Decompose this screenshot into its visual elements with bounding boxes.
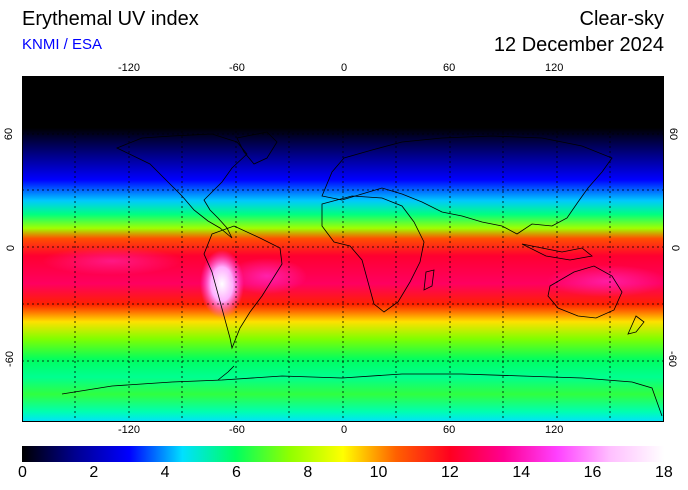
- date-label: 12 December 2024: [493, 34, 664, 56]
- south-america-coast: [203, 225, 283, 350]
- tropical-uv-hotspot-america: [227, 258, 307, 294]
- tropical-uv-hotspot-pacific: [42, 247, 182, 275]
- lon-tick-top-minus120: -120: [118, 62, 141, 74]
- lon-tick-bottom-0: 0: [341, 424, 348, 436]
- north-america-coast: [116, 133, 248, 239]
- colorbar-tick-label: 6: [232, 464, 241, 481]
- uv-index-map: [22, 76, 664, 422]
- lon-tick-bottom-120: 120: [545, 424, 564, 436]
- colorbar-tick-label: 12: [441, 464, 459, 481]
- colorbar-tick-label: 14: [512, 464, 531, 481]
- colorbar-tick-label: 8: [303, 464, 313, 481]
- australia-coast: [547, 265, 623, 319]
- lat-tick-right-minus60: -60: [665, 351, 678, 367]
- lon-tick-top-0: 0: [341, 62, 348, 74]
- greenland-coast: [236, 131, 278, 165]
- new-zealand-coast: [627, 315, 645, 335]
- credit-label: KNMI / ESA: [22, 36, 103, 53]
- colorbar-tick-label: 10: [369, 464, 388, 481]
- colorbar-tick-label: 18: [655, 464, 673, 481]
- lat-tick-right-60: 60: [667, 127, 680, 141]
- antarctic-peninsula-coast: [217, 365, 235, 381]
- lat-tick-right-0: 0: [669, 244, 682, 252]
- lon-tick-top-minus60: -60: [229, 62, 245, 74]
- lon-tick-bottom-60: 60: [443, 424, 456, 436]
- colorbar-tick-label: 2: [89, 464, 99, 481]
- graticule: [22, 76, 664, 422]
- europe-asia-coast: [321, 135, 613, 235]
- map-title: Erythemal UV index: [22, 8, 199, 30]
- lat-tick-left-0: 0: [5, 244, 18, 252]
- africa-coast: [321, 195, 425, 313]
- colorbar-tick-label: 0: [18, 464, 27, 481]
- colorbar-tick-label: 16: [583, 464, 602, 481]
- uv-colorbar: [22, 446, 664, 462]
- indonesia-coast: [521, 243, 593, 261]
- coastlines: [61, 131, 663, 417]
- lat-tick-left-60: 60: [3, 127, 16, 141]
- lon-tick-bottom-minus120: -120: [118, 424, 141, 436]
- lon-tick-top-120: 120: [545, 62, 564, 74]
- madagascar-coast: [423, 269, 435, 291]
- lat-tick-left-minus60: -60: [3, 351, 16, 367]
- colorbar-tick-label: 4: [160, 464, 170, 481]
- colorbar-fill: [22, 446, 664, 462]
- map-frame: [22, 76, 664, 422]
- sky-mode-label: Clear-sky: [579, 8, 664, 30]
- tropical-uv-hotspot-australia: [547, 265, 664, 297]
- lon-tick-bottom-minus60: -60: [229, 424, 245, 436]
- lon-tick-top-60: 60: [443, 62, 456, 74]
- antarctica-coast: [61, 373, 663, 417]
